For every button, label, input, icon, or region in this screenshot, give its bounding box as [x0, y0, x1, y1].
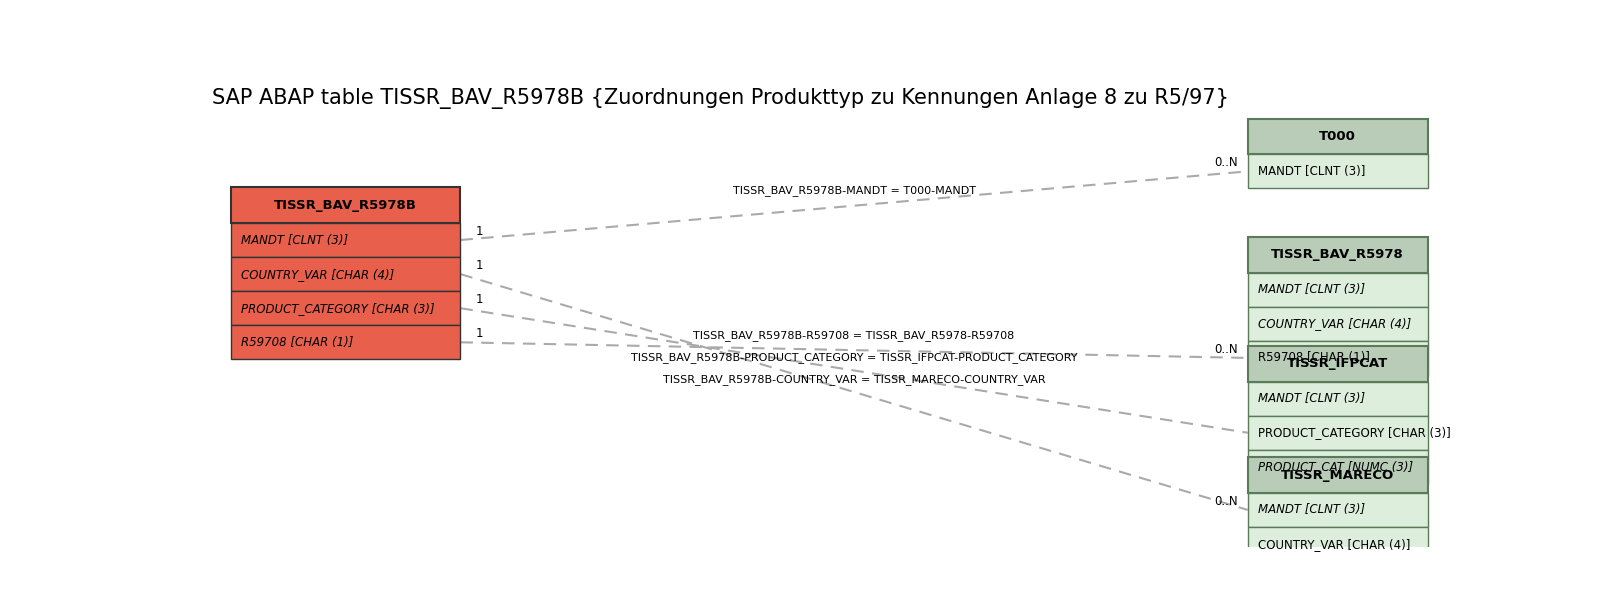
Text: TISSR_BAV_R5978B-PRODUCT_CATEGORY = TISSR_IFPCAT-PRODUCT_CATEGORY: TISSR_BAV_R5978B-PRODUCT_CATEGORY = TISS… — [630, 352, 1077, 363]
Text: PRODUCT_CATEGORY [CHAR (3)]: PRODUCT_CATEGORY [CHAR (3)] — [1258, 426, 1451, 439]
Text: 0..N: 0..N — [1214, 156, 1238, 169]
FancyBboxPatch shape — [230, 257, 461, 291]
Text: MANDT [CLNT (3)]: MANDT [CLNT (3)] — [1258, 392, 1365, 405]
FancyBboxPatch shape — [1248, 154, 1427, 188]
Text: 0..N: 0..N — [1214, 495, 1238, 508]
Text: R59708 [CHAR (1)]: R59708 [CHAR (1)] — [242, 336, 354, 349]
FancyBboxPatch shape — [1248, 381, 1427, 416]
FancyBboxPatch shape — [1248, 416, 1427, 450]
Text: PRODUCT_CAT [NUMC (3)]: PRODUCT_CAT [NUMC (3)] — [1258, 461, 1413, 474]
Text: SAP ABAP table TISSR_BAV_R5978B {Zuordnungen Produkttyp zu Kennungen Anlage 8 zu: SAP ABAP table TISSR_BAV_R5978B {Zuordnu… — [213, 88, 1229, 109]
Text: MANDT [CLNT (3)]: MANDT [CLNT (3)] — [1258, 165, 1365, 178]
Text: TISSR_BAV_R5978B-COUNTRY_VAR = TISSR_MARECO-COUNTRY_VAR: TISSR_BAV_R5978B-COUNTRY_VAR = TISSR_MAR… — [662, 374, 1045, 385]
Text: 1: 1 — [475, 293, 483, 306]
Text: 0..N: 0..N — [1214, 343, 1238, 356]
Text: MANDT [CLNT (3)]: MANDT [CLNT (3)] — [1258, 284, 1365, 296]
Text: COUNTRY_VAR [CHAR (4)]: COUNTRY_VAR [CHAR (4)] — [242, 268, 394, 280]
FancyBboxPatch shape — [1248, 119, 1427, 154]
FancyBboxPatch shape — [1248, 272, 1427, 307]
FancyBboxPatch shape — [1248, 527, 1427, 561]
Text: R59708 [CHAR (1)]: R59708 [CHAR (1)] — [1258, 351, 1370, 365]
Text: MANDT [CLNT (3)]: MANDT [CLNT (3)] — [1258, 504, 1365, 517]
FancyBboxPatch shape — [1248, 458, 1427, 493]
FancyBboxPatch shape — [230, 291, 461, 325]
FancyBboxPatch shape — [1248, 450, 1427, 484]
Text: TISSR_BAV_R5978B-MANDT = T000-MANDT: TISSR_BAV_R5978B-MANDT = T000-MANDT — [733, 185, 976, 196]
FancyBboxPatch shape — [230, 223, 461, 257]
Text: TISSR_BAV_R5978: TISSR_BAV_R5978 — [1272, 248, 1405, 261]
FancyBboxPatch shape — [1248, 237, 1427, 272]
FancyBboxPatch shape — [1248, 341, 1427, 375]
Text: 1: 1 — [475, 327, 483, 340]
FancyBboxPatch shape — [1248, 346, 1427, 381]
Text: MANDT [CLNT (3)]: MANDT [CLNT (3)] — [242, 234, 349, 247]
Text: TISSR_BAV_R5978B: TISSR_BAV_R5978B — [274, 199, 418, 212]
FancyBboxPatch shape — [230, 188, 461, 223]
Text: 1: 1 — [475, 225, 483, 238]
Text: PRODUCT_CATEGORY [CHAR (3)]: PRODUCT_CATEGORY [CHAR (3)] — [242, 302, 435, 315]
FancyBboxPatch shape — [1248, 493, 1427, 527]
Text: 1: 1 — [475, 259, 483, 272]
FancyBboxPatch shape — [1248, 307, 1427, 341]
Text: TISSR_IFPCAT: TISSR_IFPCAT — [1286, 357, 1389, 370]
Text: COUNTRY_VAR [CHAR (4)]: COUNTRY_VAR [CHAR (4)] — [1258, 317, 1411, 330]
Text: T000: T000 — [1320, 130, 1357, 143]
Text: COUNTRY_VAR [CHAR (4)]: COUNTRY_VAR [CHAR (4)] — [1258, 538, 1410, 550]
Text: TISSR_MARECO: TISSR_MARECO — [1282, 469, 1394, 482]
FancyBboxPatch shape — [230, 325, 461, 359]
Text: TISSR_BAV_R5978B-R59708 = TISSR_BAV_R5978-R59708: TISSR_BAV_R5978B-R59708 = TISSR_BAV_R597… — [693, 330, 1014, 341]
